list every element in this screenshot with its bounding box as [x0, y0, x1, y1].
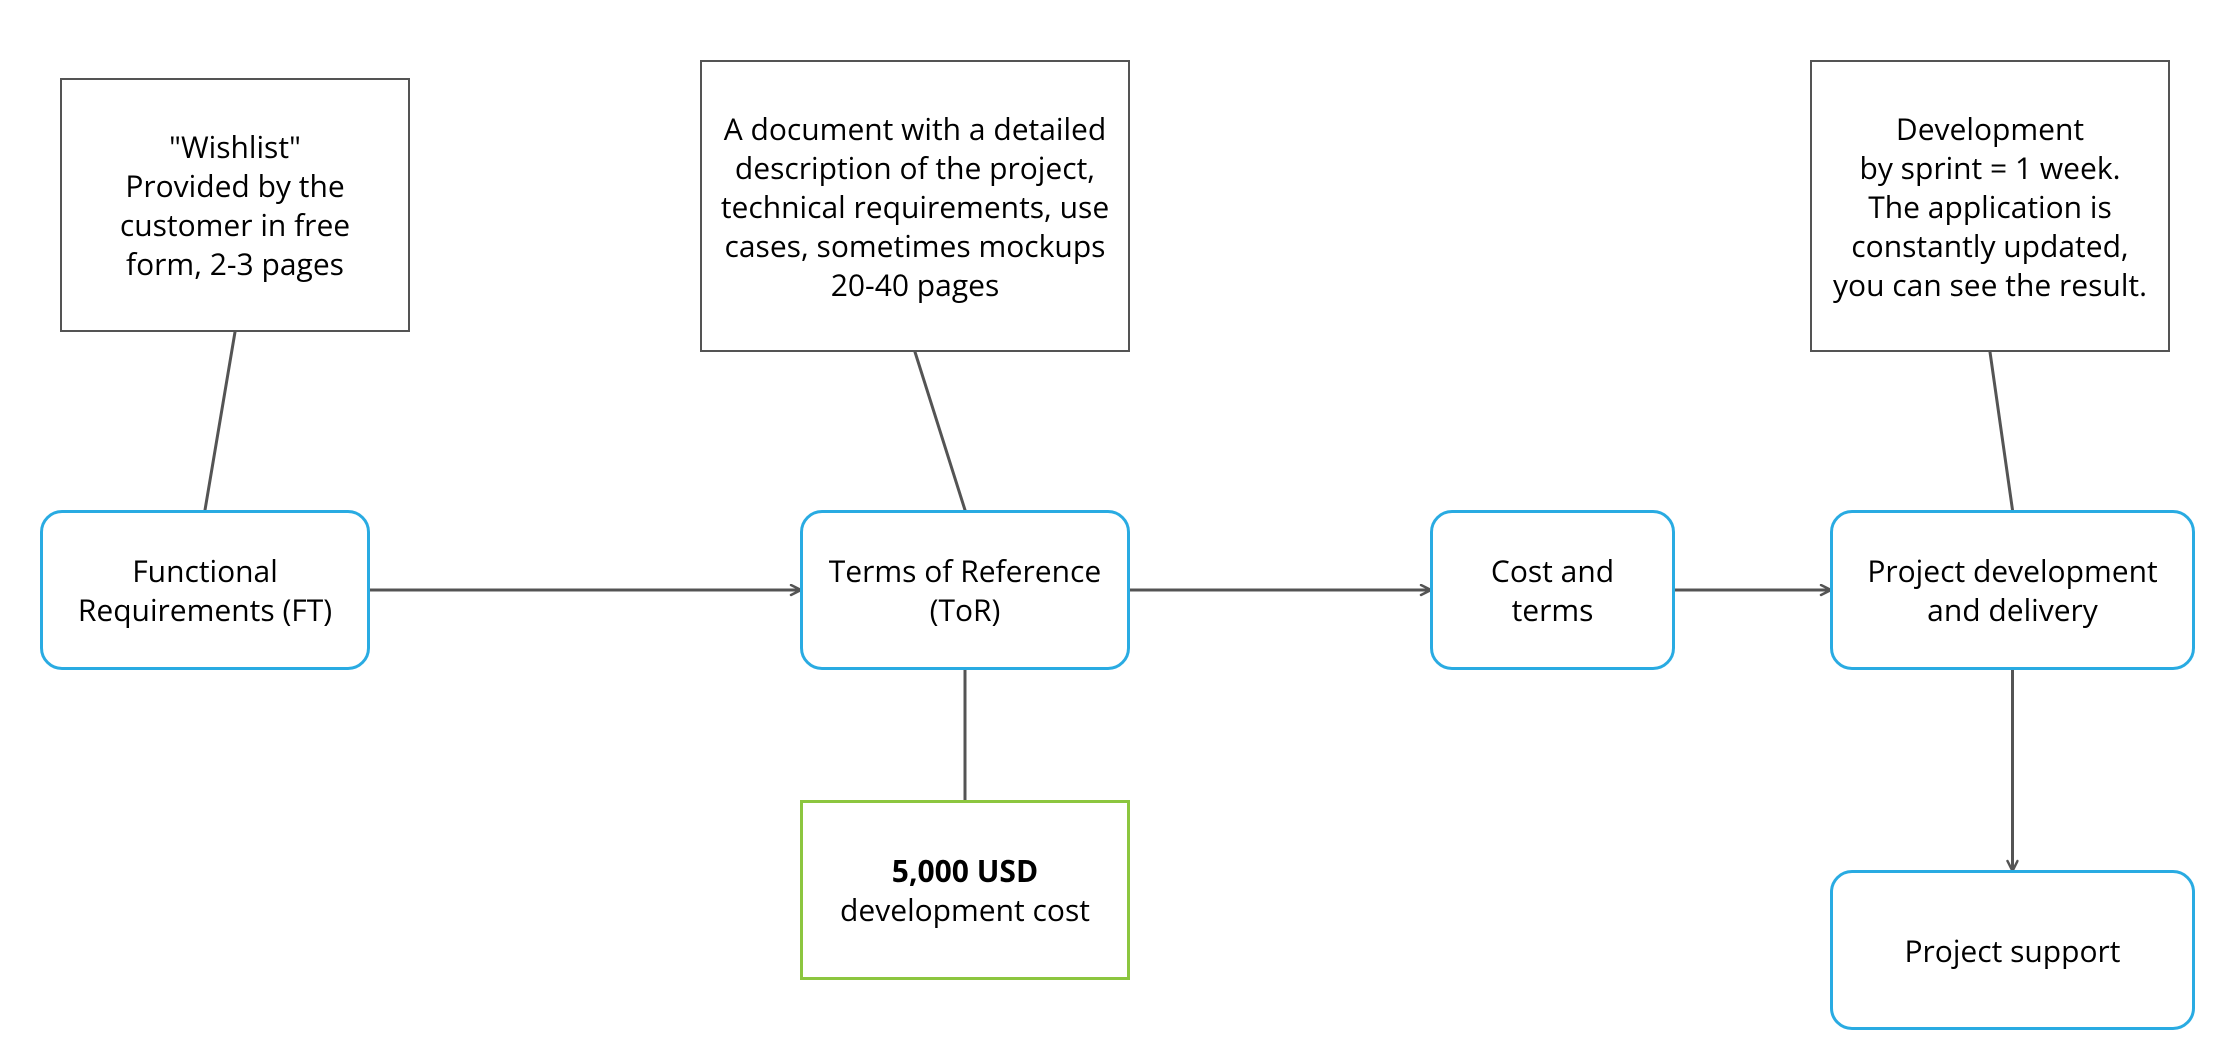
node-tor: Terms of Reference (ToR)	[800, 510, 1130, 670]
node-cost-label: Cost and terms	[1457, 551, 1648, 629]
cost-box: 5,000 USD development cost	[800, 800, 1130, 980]
node-dev-label: Project development and delivery	[1857, 551, 2168, 629]
node-support: Project support	[1830, 870, 2195, 1030]
node-support-label: Project support	[1904, 931, 2120, 970]
desc-ft-text: "Wishlist"Provided by the customer in fr…	[80, 127, 390, 283]
cost-label: development cost	[840, 889, 1090, 930]
node-cost: Cost and terms	[1430, 510, 1675, 670]
cost-box-text: 5,000 USD development cost	[840, 851, 1090, 929]
desc-tor-text: A document with a detailed description o…	[720, 109, 1110, 304]
node-ft-label: Functional Requirements (FT)	[67, 551, 343, 629]
node-tor-label: Terms of Reference (ToR)	[827, 551, 1103, 629]
desc-tor: A document with a detailed description o…	[700, 60, 1130, 352]
desc-dev: Developmentby sprint = 1 week.The applic…	[1810, 60, 2170, 352]
desc-dev-text: Developmentby sprint = 1 week.The applic…	[1830, 109, 2150, 304]
desc-ft: "Wishlist"Provided by the customer in fr…	[60, 78, 410, 332]
node-ft: Functional Requirements (FT)	[40, 510, 370, 670]
flowchart-canvas: "Wishlist"Provided by the customer in fr…	[0, 0, 2240, 1060]
cost-price: 5,000 USD	[892, 850, 1038, 891]
node-dev: Project development and delivery	[1830, 510, 2195, 670]
